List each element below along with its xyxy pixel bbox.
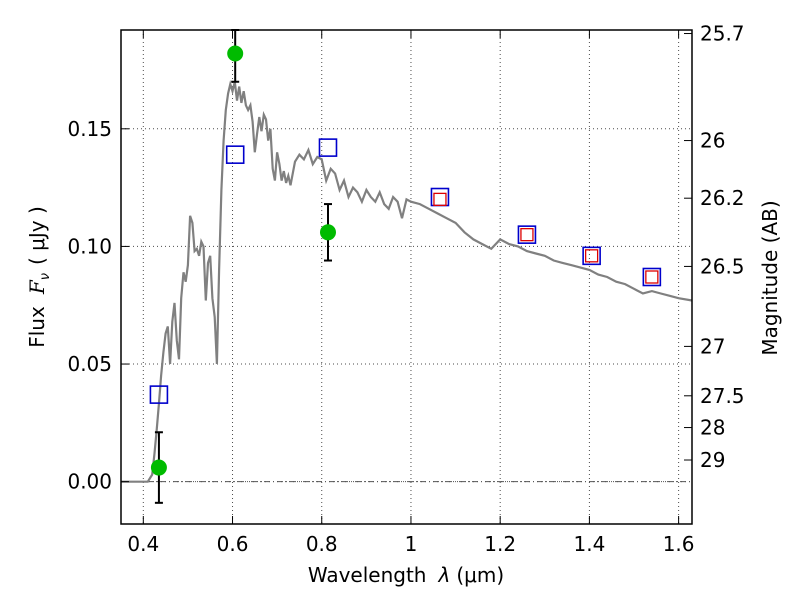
error-bars (154, 29, 332, 504)
y-tick-label: 0.15 (67, 117, 112, 141)
y-axis-ticks: 0.00 0.05 0.10 0.15 (67, 117, 129, 494)
x-tick-label: 1.2 (484, 532, 516, 556)
model-photometry-red-marker (433, 192, 447, 207)
magnitude-tick-label: 27.5 (700, 384, 745, 408)
magnitude-axis-label: Magnitude (AB) (758, 200, 782, 355)
x-tick-label: 0.4 (127, 532, 159, 556)
magnitude-tick-label: 29 (700, 448, 725, 472)
x-axis-label: Wavelength λ (μm) (308, 563, 504, 587)
x-tick-label: 1 (405, 532, 418, 556)
magnitude-tick-label: 27 (700, 334, 725, 358)
observed-flux-point (150, 459, 167, 476)
magnitude-axis-ticks: 25.7 26 26.2 26.5 27 27.5 28 29 (684, 22, 745, 472)
observed-flux-point (319, 224, 336, 241)
model-photometry-blue-markers (149, 138, 662, 404)
observed-flux-markers (150, 45, 336, 476)
y-tick-label: 0.10 (67, 234, 112, 258)
model-photometry-red-marker (645, 270, 659, 284)
model-photometry-blue-marker (149, 385, 169, 404)
plot-frame (120, 29, 693, 525)
magnitude-tick-label: 26 (700, 129, 725, 153)
model-photometry-blue-marker (318, 138, 338, 157)
x-tick-label: 1.4 (573, 532, 605, 556)
y-tick-label: 0.05 (67, 352, 112, 376)
y-axis-label: FluxFν( μJy ) (25, 206, 53, 348)
model-spectrum-line (121, 79, 693, 483)
magnitude-tick-label: 26.2 (700, 186, 745, 210)
x-tick-label: 0.8 (306, 532, 338, 556)
x-axis-ticks: 0.4 0.6 0.8 1 1.2 1.4 1.6 (127, 30, 695, 556)
model-photometry-blue-marker (225, 145, 245, 164)
model-photometry-blue-marker (642, 267, 662, 287)
model-photometry-red-marker (520, 228, 534, 242)
model-photometry-blue-marker (582, 246, 601, 266)
model-photometry-red-markers (433, 192, 659, 284)
model-photometry-blue-marker (517, 225, 537, 244)
model-photometry-red-marker (584, 249, 599, 263)
y-tick-label: 0.00 (67, 470, 112, 494)
magnitude-tick-label: 25.7 (700, 22, 745, 46)
observed-flux-point (227, 45, 244, 62)
x-tick-label: 0.6 (217, 532, 249, 556)
magnitude-tick-label: 28 (700, 416, 725, 440)
magnitude-tick-label: 26.5 (700, 254, 745, 278)
x-tick-label: 1.6 (663, 532, 695, 556)
